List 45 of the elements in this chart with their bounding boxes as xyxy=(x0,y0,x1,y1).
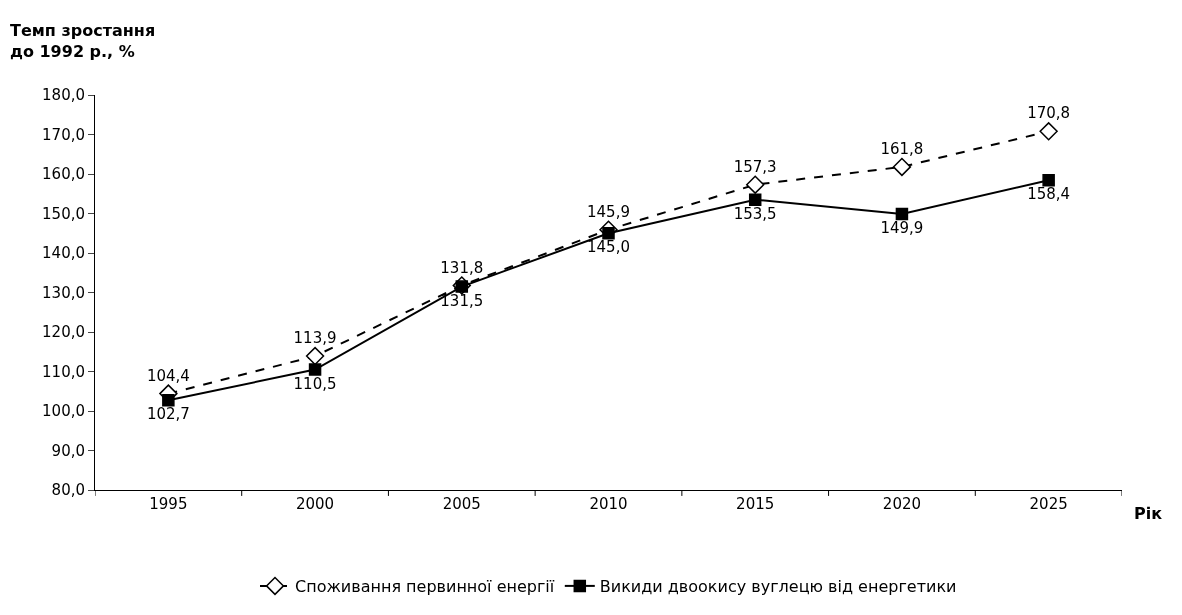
x-tick-label: 2000 xyxy=(295,495,335,513)
point xyxy=(1039,122,1058,141)
data-label: 104,4 xyxy=(146,366,190,385)
point xyxy=(1042,174,1055,187)
x-tick-label: 1995 xyxy=(149,495,188,513)
y-axis-title: Темп зростання до 1992 р., % xyxy=(10,21,156,61)
x-tick-label: 2015 xyxy=(736,495,775,513)
y-tick-label: 80,0 xyxy=(51,481,85,500)
data-label: 110,5 xyxy=(293,374,337,393)
y-tick-label: 150,0 xyxy=(42,204,85,223)
y-tick-label: 160,0 xyxy=(42,165,85,184)
point xyxy=(308,363,322,376)
y-tick-label: 120,0 xyxy=(42,323,85,342)
y-tick-label: 180,0 xyxy=(42,86,85,105)
data-label: 158,4 xyxy=(1027,185,1071,204)
point xyxy=(895,207,909,221)
data-label: 161,8 xyxy=(880,140,924,159)
data-label: 113,9 xyxy=(293,329,337,348)
data-label: 153,5 xyxy=(733,204,777,223)
y-tick-label: 170,0 xyxy=(42,125,85,144)
y-tick-label: 100,0 xyxy=(42,402,85,421)
legend-label: Споживання первинної енергії xyxy=(295,577,555,597)
y-tick-label: 90,0 xyxy=(51,441,85,460)
data-label: 102,7 xyxy=(146,405,190,424)
data-label: 145,0 xyxy=(587,238,630,257)
point xyxy=(746,175,765,194)
data-label: 131,5 xyxy=(440,291,484,310)
y-tick-label: 110,0 xyxy=(42,362,85,381)
data-label: 170,8 xyxy=(1027,104,1071,123)
point xyxy=(162,394,175,407)
y-tick-label: 130,0 xyxy=(42,283,85,302)
legend-label: Викиди двоокису вуглецю від енергетики xyxy=(599,577,957,597)
x-tick-label: 2025 xyxy=(1029,495,1068,513)
x-tick-label: 2005 xyxy=(442,495,481,513)
point xyxy=(305,346,325,366)
data-label: 131,8 xyxy=(440,258,484,277)
data-label: 149,9 xyxy=(880,219,924,238)
data-label: 145,9 xyxy=(587,202,630,221)
x-tick-label: 2020 xyxy=(882,495,922,513)
data-label: 157,3 xyxy=(733,157,777,176)
point xyxy=(892,157,912,177)
x-axis-title: Рік xyxy=(1134,504,1163,523)
y-tick-label: 140,0 xyxy=(42,244,85,263)
x-tick-label: 2010 xyxy=(589,495,628,513)
point xyxy=(748,193,762,206)
